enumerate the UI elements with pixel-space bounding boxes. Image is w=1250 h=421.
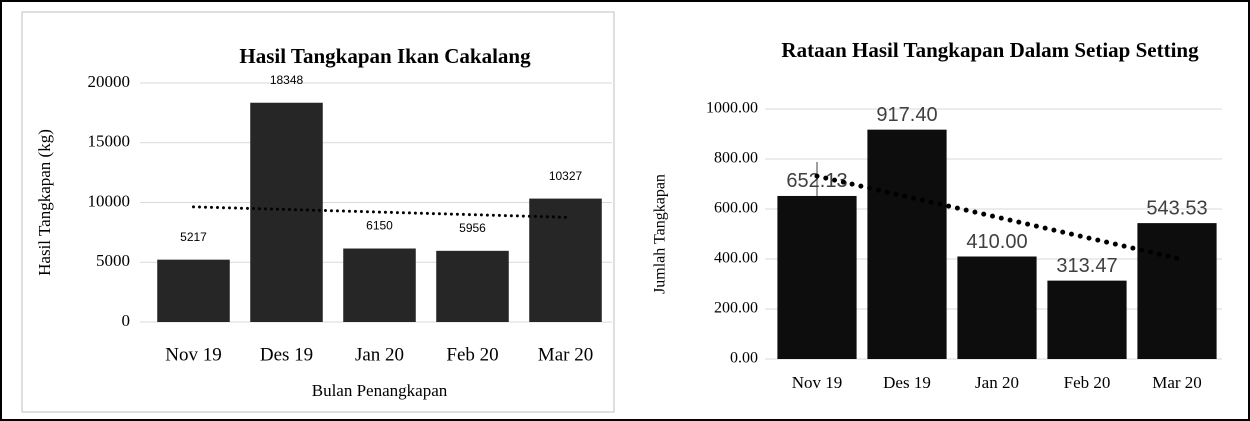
x-tick-label: Feb 20 <box>1064 373 1111 392</box>
data-label: 5217 <box>180 230 207 244</box>
y-axis-label: Hasil Tangkapan (kg) <box>35 129 54 276</box>
y-tick-label: 200.00 <box>714 300 758 317</box>
trendline <box>192 205 567 219</box>
x-tick-label: Mar 20 <box>538 344 593 365</box>
x-tick-label: Feb 20 <box>446 344 498 365</box>
y-tick-label: 0.00 <box>730 350 758 367</box>
y-tick-label: 0 <box>122 311 131 330</box>
x-tick-label: Nov 19 <box>792 373 843 392</box>
data-label: 10327 <box>549 169 583 183</box>
bar <box>157 259 230 322</box>
bar <box>1137 223 1217 359</box>
y-tick-label: 10000 <box>88 191 131 210</box>
y-axis-label: Jumlah Tangkapan <box>652 174 669 294</box>
chart-title: Rataan Hasil Tangkapan Dalam Setiap Sett… <box>781 38 1199 62</box>
data-label: 5956 <box>459 221 486 235</box>
data-label: 18348 <box>270 73 304 87</box>
y-tick-label: 800.00 <box>714 150 758 167</box>
bar <box>250 102 323 323</box>
data-label: 652.13 <box>786 170 847 192</box>
bar <box>343 248 416 322</box>
bar <box>529 198 602 322</box>
bar <box>957 256 1037 359</box>
y-tick-label: 15000 <box>88 132 131 151</box>
data-label: 6150 <box>366 219 393 233</box>
y-tick-label: 5000 <box>96 251 130 270</box>
data-label: 313.47 <box>1056 255 1117 277</box>
chart-title: Hasil Tangkapan Ikan Cakalang <box>239 44 531 68</box>
x-tick-label: Mar 20 <box>1152 373 1202 392</box>
x-tick-label: Des 19 <box>883 373 931 392</box>
y-tick-label: 20000 <box>88 72 131 91</box>
bar <box>777 195 857 359</box>
y-tick-label: 1000.00 <box>706 100 758 117</box>
x-tick-label: Des 19 <box>260 344 313 365</box>
y-tick-label: 600.00 <box>714 200 758 217</box>
data-label: 410.00 <box>966 231 1027 253</box>
bar <box>436 250 509 322</box>
data-label: 917.40 <box>876 104 937 126</box>
bar <box>1047 280 1127 359</box>
trendline <box>814 173 1180 261</box>
bar <box>867 129 947 359</box>
chart-frame <box>21 11 615 413</box>
x-axis-label: Bulan Penangkapan <box>312 381 448 400</box>
x-tick-label: Nov 19 <box>165 344 221 365</box>
y-tick-label: 400.00 <box>714 250 758 267</box>
data-label: 543.53 <box>1146 197 1207 219</box>
x-tick-label: Jan 20 <box>975 373 1019 392</box>
x-tick-label: Jan 20 <box>355 344 404 365</box>
